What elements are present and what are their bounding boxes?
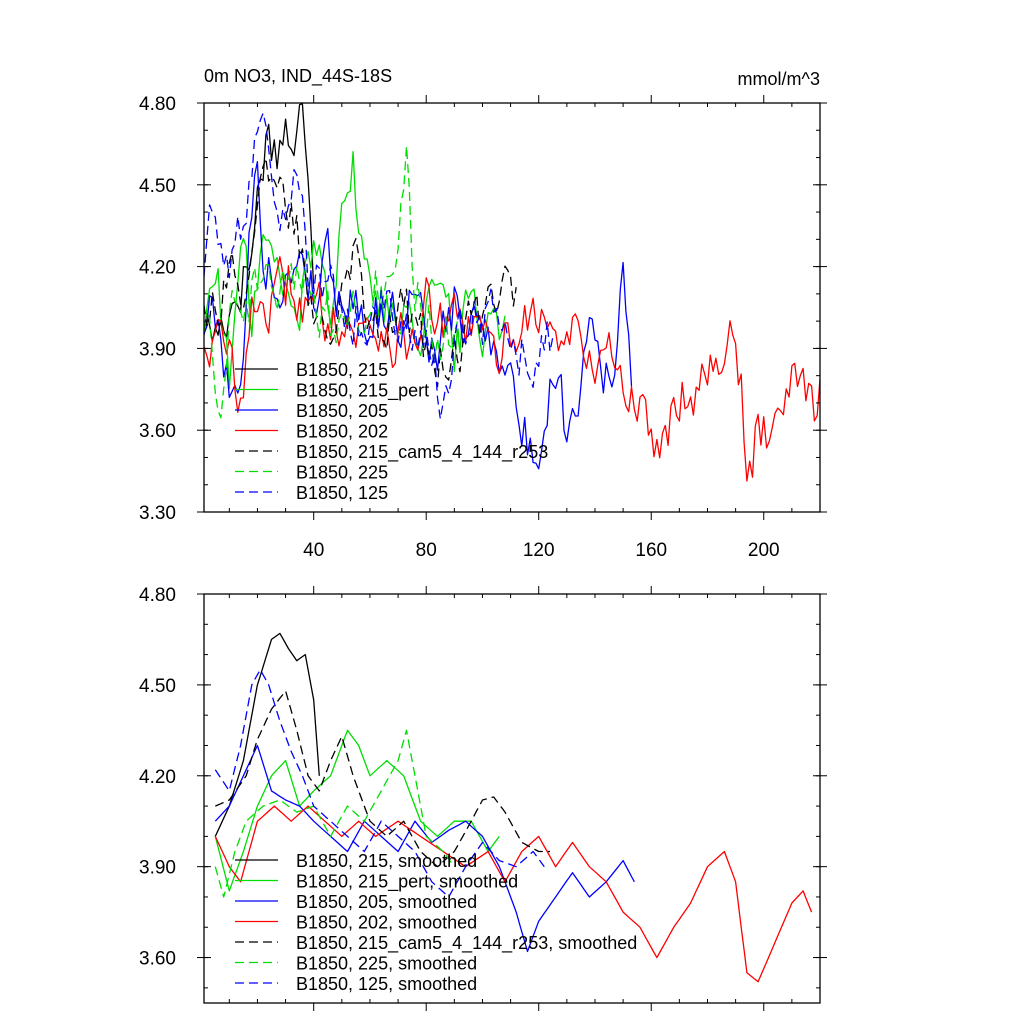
legend-label: B1850, 205, smoothed: [296, 892, 477, 912]
y-tick-label: 4.80: [139, 585, 176, 606]
series-line-b1850-215-smoothed: [214, 632, 320, 837]
top-panel: 3.30 3.60 3.90 4.20 4.50 4.80 40 80 120 160 200 0m …: [139, 66, 827, 561]
legend-label: B1850, 215, smoothed: [296, 851, 477, 871]
series-line-b1850-215-pert: [204, 150, 506, 390]
units-label: mmol/m^3: [738, 69, 820, 89]
legend-label: B1850, 215: [296, 360, 388, 380]
y-tick-label: 3.90: [139, 858, 176, 879]
legend-label: B1850, 215_cam5_4_144_r253, smoothed: [296, 933, 637, 954]
x-tick-label: 160: [635, 540, 667, 561]
series-line-b1850-215-cam5-4-144-r253-smoothed: [215, 690, 550, 868]
series-line-b1850-225: [204, 145, 461, 419]
series-line-b1850-215-cam5-4-144-r253: [204, 157, 517, 388]
chart-title: 0m NO3, IND_44S-18S: [204, 66, 392, 87]
series-line-b1850-125-smoothed: [214, 669, 545, 898]
series-line-b1850-215-pert-smoothed: [214, 729, 500, 892]
legend-label: B1850, 215_pert: [296, 381, 429, 402]
x-tick-label: 120: [523, 540, 555, 561]
y-tick-label: 4.50: [139, 676, 176, 697]
legend-label: B1850, 125: [296, 483, 388, 503]
y-tick-label: 3.60: [139, 949, 176, 970]
legend-label: B1850, 225: [296, 463, 388, 483]
x-tick-label: 40: [303, 540, 324, 561]
series-line-b1850-202-smoothed: [214, 805, 813, 983]
x-tick-label: 200: [748, 540, 780, 561]
y-tick-label: 3.30: [139, 503, 176, 524]
legend-label: B1850, 205: [296, 401, 388, 421]
x-tick-label: 80: [416, 540, 437, 561]
plot-frame: [203, 102, 821, 513]
series-line-b1850-225-smoothed: [214, 729, 455, 898]
series-line-b1850-205-smoothed: [214, 744, 635, 953]
legend-label: B1850, 202: [296, 422, 388, 442]
plot-frame: [203, 593, 821, 1004]
legend-label: B1850, 215_pert, smoothed: [296, 872, 518, 893]
y-tick-label: 3.60: [139, 421, 176, 442]
legend-label: B1850, 202, smoothed: [296, 913, 477, 933]
y-tick-label: 4.20: [139, 767, 176, 788]
bottom-panel: 3.60 3.90 4.20 4.50 4.80 B1850, 215, smoothed…: [139, 585, 827, 1011]
y-tick-label: 4.80: [139, 94, 176, 115]
legend-label: B1850, 125, smoothed: [296, 974, 477, 994]
legend-label: B1850, 225, smoothed: [296, 954, 477, 974]
y-tick-label: 3.90: [139, 339, 176, 360]
legend-label: B1850, 215_cam5_4_144_r253: [296, 442, 548, 463]
y-tick-label: 4.50: [139, 176, 176, 197]
y-tick-label: 4.20: [139, 258, 176, 279]
series-line-b1850-205: [204, 160, 633, 470]
series-line-b1850-125: [204, 112, 554, 420]
